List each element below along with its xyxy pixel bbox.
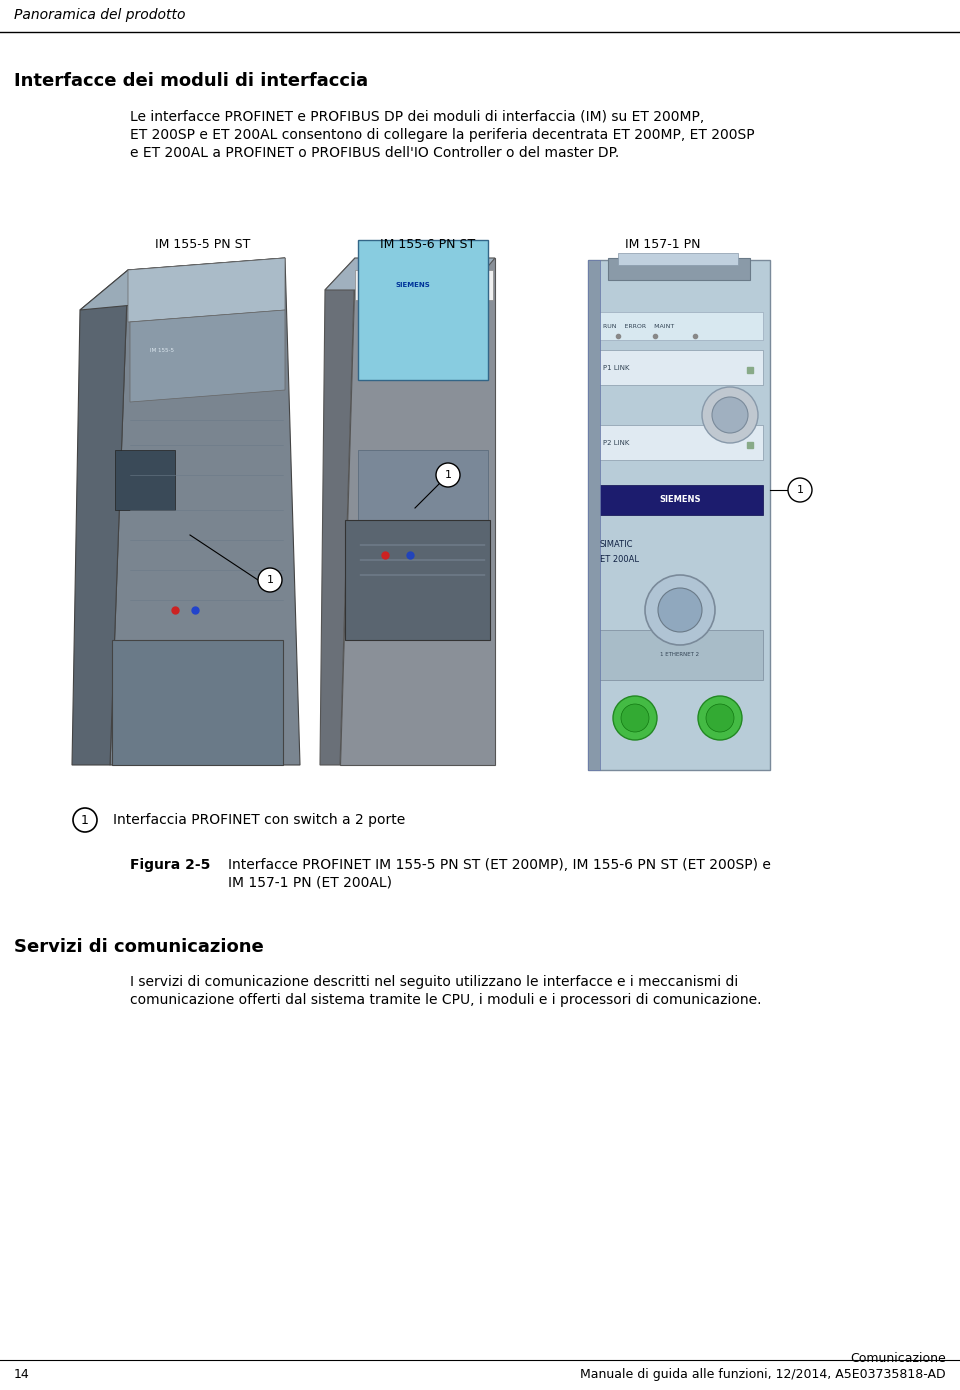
Text: SIMATIC: SIMATIC <box>600 539 634 549</box>
Circle shape <box>712 398 748 434</box>
Circle shape <box>645 575 715 645</box>
Polygon shape <box>110 259 300 764</box>
Circle shape <box>613 696 657 739</box>
Bar <box>598 350 763 385</box>
Text: Manuale di guida alle funzioni, 12/2014, A5E03735818-AD: Manuale di guida alle funzioni, 12/2014,… <box>581 1368 946 1382</box>
Polygon shape <box>130 310 285 402</box>
Text: IM 155-5: IM 155-5 <box>150 348 174 353</box>
Text: IM 155-6 PN ST: IM 155-6 PN ST <box>380 238 475 252</box>
Polygon shape <box>80 259 285 310</box>
Text: comunicazione offerti dal sistema tramite le CPU, i moduli e i processori di com: comunicazione offerti dal sistema tramit… <box>130 992 761 1006</box>
Circle shape <box>73 808 97 833</box>
Text: Comunicazione: Comunicazione <box>851 1352 946 1365</box>
Bar <box>598 485 763 516</box>
Text: P2 LINK: P2 LINK <box>603 441 630 446</box>
Polygon shape <box>608 259 750 279</box>
Text: Panoramica del prodotto: Panoramica del prodotto <box>14 8 185 22</box>
Polygon shape <box>325 259 495 291</box>
Text: Le interfacce PROFINET e PROFIBUS DP dei moduli di interfaccia (IM) su ET 200MP,: Le interfacce PROFINET e PROFIBUS DP dei… <box>130 110 705 124</box>
Text: ET 200AL: ET 200AL <box>600 555 639 564</box>
Circle shape <box>621 703 649 733</box>
Text: Interfacce dei moduli di interfaccia: Interfacce dei moduli di interfaccia <box>14 72 368 90</box>
Text: 1: 1 <box>81 813 89 827</box>
Circle shape <box>788 478 812 502</box>
Bar <box>588 260 770 770</box>
Bar <box>598 425 763 460</box>
Text: I servizi di comunicazione descritti nel seguito utilizzano le interfacce e i me: I servizi di comunicazione descritti nel… <box>130 974 738 990</box>
Circle shape <box>702 386 758 443</box>
Text: Figura 2-5: Figura 2-5 <box>130 858 210 872</box>
Text: e ET 200AL a PROFINET o PROFIBUS dell'IO Controller o del master DP.: e ET 200AL a PROFINET o PROFIBUS dell'IO… <box>130 146 619 160</box>
Text: Interfacce PROFINET IM 155-5 PN ST (ET 200MP), IM 155-6 PN ST (ET 200SP) e: Interfacce PROFINET IM 155-5 PN ST (ET 2… <box>228 858 771 872</box>
Circle shape <box>698 696 742 739</box>
Bar <box>345 520 490 639</box>
Bar <box>598 311 763 341</box>
Text: Interfaccia PROFINET con switch a 2 porte: Interfaccia PROFINET con switch a 2 port… <box>113 813 405 827</box>
Bar <box>598 630 763 680</box>
Circle shape <box>706 703 734 733</box>
Bar <box>618 253 738 265</box>
Polygon shape <box>340 259 495 764</box>
Text: 1: 1 <box>797 485 804 495</box>
Text: P1 LINK: P1 LINK <box>603 366 630 371</box>
Text: 1: 1 <box>444 470 451 480</box>
Text: SIEMENS: SIEMENS <box>660 495 701 505</box>
Circle shape <box>258 569 282 592</box>
Text: Servizi di comunicazione: Servizi di comunicazione <box>14 938 264 956</box>
Polygon shape <box>128 259 285 322</box>
Bar <box>355 270 493 300</box>
Bar <box>115 450 175 510</box>
Bar <box>358 450 488 530</box>
Text: 14: 14 <box>14 1368 30 1382</box>
Text: RUN    ERROR    MAINT: RUN ERROR MAINT <box>603 324 674 329</box>
Circle shape <box>436 463 460 486</box>
Text: 1: 1 <box>267 575 274 585</box>
Polygon shape <box>320 259 355 764</box>
Text: 1 ETHERNET 2: 1 ETHERNET 2 <box>660 652 700 657</box>
Text: IM 155-5 PN ST: IM 155-5 PN ST <box>155 238 251 252</box>
Text: SIEMENS: SIEMENS <box>395 282 430 288</box>
Polygon shape <box>72 270 128 764</box>
Bar <box>588 260 600 770</box>
Bar <box>358 240 488 379</box>
Polygon shape <box>112 639 283 764</box>
Text: ET 200SP e ET 200AL consentono di collegare la periferia decentrata ET 200MP, ET: ET 200SP e ET 200AL consentono di colleg… <box>130 128 755 142</box>
Circle shape <box>658 588 702 632</box>
Text: IM 157-1 PN: IM 157-1 PN <box>625 238 701 252</box>
Text: IM 157-1 PN (ET 200AL): IM 157-1 PN (ET 200AL) <box>228 876 392 890</box>
